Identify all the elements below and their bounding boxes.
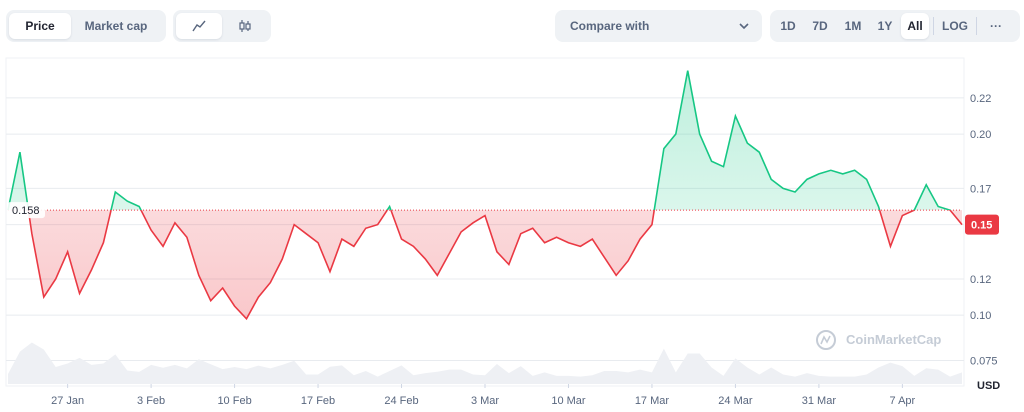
coinmarketcap-logo-icon bbox=[816, 330, 836, 350]
y-tick-label: 0.075 bbox=[970, 355, 998, 367]
currency-label: USD bbox=[977, 380, 1000, 392]
x-tick-label: 17 Feb bbox=[301, 395, 335, 407]
x-tick-label: 3 Mar bbox=[471, 395, 499, 407]
grid-lines bbox=[6, 97, 964, 361]
candlestick-icon bbox=[239, 20, 251, 32]
price-line bbox=[7, 70, 963, 321]
watermark-text: CoinMarketCap bbox=[846, 332, 941, 347]
line-chart-icon bbox=[192, 20, 206, 32]
baseline-value-tag: 0.158 bbox=[7, 202, 45, 219]
candlestick-button[interactable] bbox=[222, 13, 268, 39]
x-tick-label: 3 Feb bbox=[137, 395, 165, 407]
x-tick-label: 17 Mar bbox=[635, 395, 670, 407]
range-7d-button[interactable]: 7D bbox=[812, 19, 828, 33]
x-tick-label: 24 Feb bbox=[384, 395, 418, 407]
range-1m-button[interactable]: 1M bbox=[844, 19, 862, 33]
chevron-down-icon bbox=[739, 23, 749, 30]
range-1y-button[interactable]: 1Y bbox=[877, 19, 893, 33]
y-tick-label: 0.22 bbox=[970, 93, 991, 105]
price-line-below bbox=[8, 210, 963, 321]
price-chart: CoinMarketCap 0.075 0.10 0.12 0.15 0.17 0.20 0… bbox=[5, 57, 1000, 407]
x-tick-label: 10 Feb bbox=[217, 395, 251, 407]
x-tick-label: 10 Mar bbox=[551, 395, 586, 407]
time-range-selector: 1D 7D 1M 1Y All LOG ··· bbox=[770, 10, 1020, 42]
more-options-button[interactable]: ··· bbox=[990, 19, 1002, 33]
log-scale-button[interactable]: LOG bbox=[942, 19, 968, 33]
price-fill-area bbox=[8, 70, 962, 319]
line-chart-button[interactable] bbox=[176, 13, 222, 39]
y-tick-label: 0.10 bbox=[970, 310, 991, 322]
y-tick-label: 0.12 bbox=[970, 274, 991, 286]
range-1d-button[interactable]: 1D bbox=[780, 19, 796, 33]
y-tick-label: 0.20 bbox=[970, 129, 991, 141]
x-tick-label: 27 Jan bbox=[51, 395, 84, 407]
price-area-below bbox=[28, 210, 962, 319]
chart-type-toggle bbox=[173, 10, 271, 42]
volume-shape bbox=[8, 342, 962, 384]
price-line-above bbox=[7, 70, 952, 211]
current-price-label: 0.15 bbox=[971, 220, 992, 232]
x-tick-label: 24 Mar bbox=[718, 395, 753, 407]
toolbar-divider bbox=[976, 17, 977, 35]
x-axis: 27 Jan 3 Feb 10 Feb 17 Feb 24 Feb 3 Mar 10 Mar… bbox=[51, 384, 916, 407]
compare-with-label: Compare with bbox=[570, 19, 650, 33]
price-marketcap-toggle: Price Market cap bbox=[6, 10, 166, 42]
y-tick-label: 0.17 bbox=[970, 183, 991, 195]
current-price-tag: 0.15 bbox=[965, 214, 999, 235]
x-tick-label: 7 Apr bbox=[890, 395, 916, 407]
compare-with-dropdown[interactable]: Compare with bbox=[555, 10, 762, 42]
x-tick-label: 31 Mar bbox=[802, 395, 837, 407]
range-all-button[interactable]: All bbox=[901, 13, 929, 39]
toolbar-divider bbox=[933, 17, 934, 35]
volume-area bbox=[8, 342, 962, 384]
price-tab[interactable]: Price bbox=[9, 13, 71, 39]
price-area-above bbox=[8, 70, 962, 211]
market-cap-tab[interactable]: Market cap bbox=[84, 19, 148, 33]
baseline-value-label: 0.158 bbox=[12, 205, 40, 217]
